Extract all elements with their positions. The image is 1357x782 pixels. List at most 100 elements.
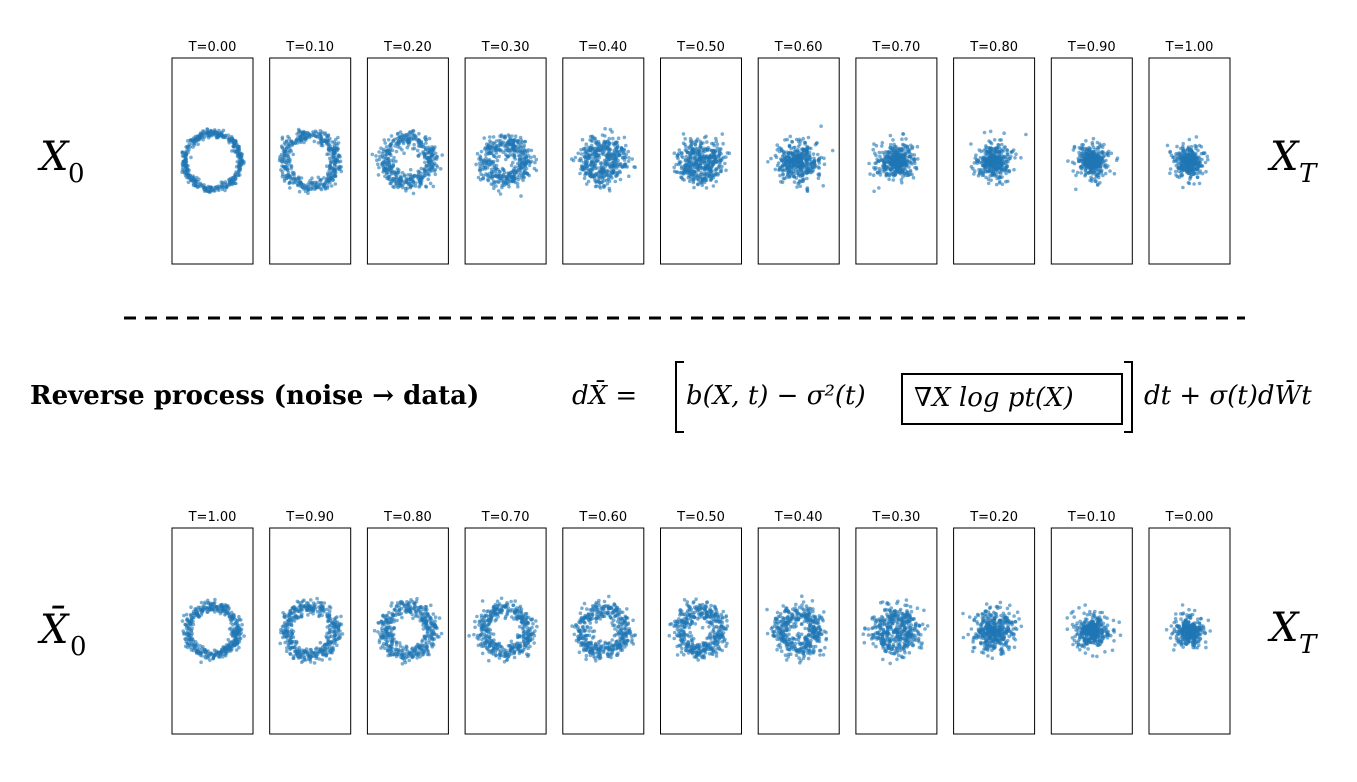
scatter-point [891,138,895,142]
scatter-point [193,134,198,139]
scatter-point [438,167,443,171]
scatter-point [1169,153,1174,157]
scatter-point [593,184,598,189]
scatter-point [233,172,238,176]
scatter-point [374,154,378,158]
scatter-point [672,151,677,155]
scatter-point [202,183,206,187]
scatter-point [419,177,424,182]
scatter-point [1186,180,1191,185]
scatter-point [1096,145,1100,150]
panel-time-label: T=0.10 [285,40,334,55]
scatter-point [326,171,330,175]
scatter-point [819,124,823,128]
scatter-point [979,167,984,172]
scatter-point [611,171,615,175]
scatter-point [210,132,214,137]
scatter-point [240,622,244,627]
scatter-point [584,142,588,146]
scatter-point [995,167,999,172]
scatter-point [386,148,391,152]
scatter-point [321,182,325,186]
scatter-point [704,134,708,139]
scatter-point [314,134,319,139]
scatter-point [704,186,709,190]
scatter-point [501,174,505,178]
scatter-point [236,172,240,177]
panel-time-label: T=0.30 [481,40,530,55]
scatter-point [788,150,792,155]
scatter-point [183,150,188,154]
scatter-point [194,139,198,144]
panel-time-label: T=0.00 [188,40,237,55]
forward-end-label: X T [1267,134,1318,189]
scatter-point [1085,152,1089,156]
scatter-point [1077,145,1082,150]
scatter-point [600,170,605,175]
scatter-point [431,163,435,167]
scatter-point [785,150,789,154]
scatter-point [677,148,682,152]
scatter-point [308,182,313,186]
scatter-point [997,149,1002,154]
scatter-point [478,169,483,173]
scatter-point [905,146,910,151]
scatter-point [1192,182,1196,186]
scatter-point [189,155,193,160]
scatter-point [482,136,487,140]
scatter-point [594,139,598,143]
scatter-point [714,139,719,143]
scatter-point [286,159,290,163]
scatter-point [704,172,708,176]
scatter-point [483,165,488,170]
scatter-point [288,186,292,190]
scatter-point [289,163,293,168]
scatter-point [280,137,285,141]
scatter-point [880,144,884,148]
scatter-point [996,143,1000,147]
scatter-point [418,181,423,185]
scatter-point [518,171,523,175]
scatter-point [1002,154,1007,159]
forward-process-row: T=0.00 T=0.10 T=0.20 T=0.30 T=0.40 T=0.50 T=0.… [171,40,1231,265]
scatter-point [725,151,730,155]
scatter-point [987,157,991,162]
scatter-point [425,168,430,173]
scatter-point [494,155,498,160]
scatter-point [805,176,809,181]
scatter-point [582,176,587,180]
scatter-point [775,143,779,147]
scatter-point [287,151,291,155]
scatter-point [320,140,324,145]
scatter-point [496,179,500,184]
scatter-point [411,179,416,183]
scatter-point [892,170,896,174]
scatter-point [328,159,333,163]
scatter-point [988,153,993,158]
scatter-point [792,180,797,184]
scatter-point [801,162,805,167]
scatter-point [332,153,337,158]
scatter-point [376,173,381,177]
scatter-point [805,163,810,167]
scatter-point [418,152,422,156]
scatter-point [213,185,218,190]
scatter-point [610,161,614,165]
scatter-point [494,171,499,176]
scatter-point [687,179,692,183]
scatter-point [699,170,703,175]
scatter-point [314,183,318,188]
scatter-point [474,162,478,167]
scatter-point [191,648,196,653]
scatter-point [692,156,697,160]
scatter-point [188,145,192,149]
scatter-point [607,179,612,183]
scatter-point [191,139,195,143]
scatter-point [1085,147,1089,152]
scatter-point [873,151,877,156]
scatter-point [790,139,794,144]
scatter-point [710,141,714,146]
scatter-point [389,172,394,176]
scatter-point [319,143,324,148]
scatter-point [386,156,390,161]
